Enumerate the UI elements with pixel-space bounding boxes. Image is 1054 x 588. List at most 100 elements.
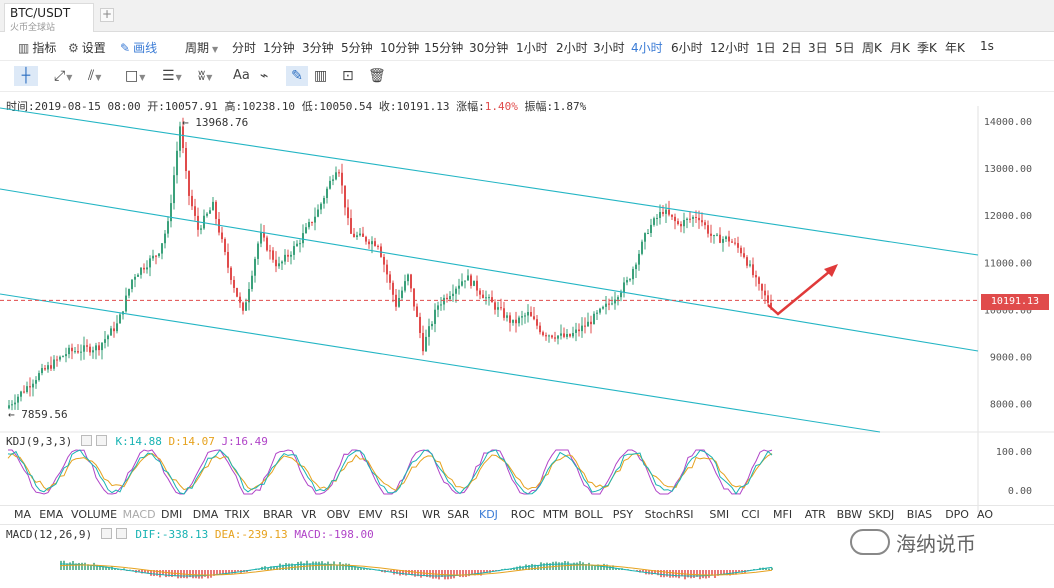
candle-body (350, 218, 352, 234)
macd-bar (378, 569, 380, 570)
indicator-brar[interactable]: BRAR (263, 508, 293, 521)
period-18[interactable]: 月K (890, 41, 910, 55)
macd-bar (123, 568, 125, 570)
lock-icon[interactable]: ⊡ (342, 68, 354, 84)
period-8[interactable]: 2小时 (556, 41, 588, 55)
add-tab-button[interactable]: + (100, 7, 114, 22)
period-7[interactable]: 1小时 (516, 41, 548, 55)
period-0[interactable]: 分时 (232, 41, 257, 55)
candle-body (386, 264, 388, 275)
period-6[interactable]: 30分钟 (469, 41, 509, 55)
period-20[interactable]: 年K (945, 41, 965, 55)
indicator-roc[interactable]: ROC (510, 508, 535, 521)
candle-body (353, 233, 355, 237)
indicator-dma[interactable]: DMA (192, 508, 219, 521)
settings-icon[interactable] (80, 435, 92, 446)
period-4[interactable]: 10分钟 (380, 41, 420, 55)
kdj-tick-label: 100.00 (996, 447, 1032, 458)
settings-icon[interactable] (100, 528, 112, 539)
wave-icon[interactable]: ʬ▼ (198, 68, 213, 84)
magnet-pen-icon[interactable]: ✎ (286, 66, 308, 86)
macd-bar (732, 570, 734, 575)
trash-icon[interactable]: 🗑 (368, 68, 386, 84)
candle-body (572, 332, 574, 337)
parallel-lines-icon[interactable]: ⫽▼ (88, 68, 102, 84)
indicator-cci[interactable]: CCI (741, 508, 760, 521)
macd-bar (675, 570, 677, 578)
macd-bar (342, 563, 344, 570)
indicator-trix[interactable]: TRIX (224, 508, 250, 521)
candle-body (266, 237, 268, 251)
bars-icon[interactable]: ▥ (314, 68, 328, 84)
period-10[interactable]: 4小时 (631, 41, 663, 55)
period-13[interactable]: 1日 (756, 41, 776, 55)
period-21[interactable]: 1s (980, 39, 994, 53)
period-dropdown[interactable]: 周期 ▼ (185, 41, 219, 55)
period-11[interactable]: 6小时 (671, 41, 703, 55)
period-5[interactable]: 15分钟 (424, 41, 464, 55)
candle-body (713, 235, 715, 237)
candle-body (131, 279, 133, 290)
period-19[interactable]: 季K (917, 41, 937, 55)
indicator-ema[interactable]: EMA (39, 508, 64, 521)
period-16[interactable]: 5日 (835, 41, 855, 55)
settings-button[interactable]: ⚙ 设置 (68, 41, 106, 55)
period-1[interactable]: 1分钟 (263, 41, 295, 55)
indicator-boll[interactable]: BOLL (574, 508, 603, 521)
indicator-dmi[interactable]: DMI (161, 508, 183, 521)
indicator-kdj[interactable]: KDJ (479, 508, 498, 521)
line-tool-icon[interactable]: ⤢▼ (54, 68, 73, 84)
indicator-smi[interactable]: SMI (709, 508, 730, 521)
macd-bar (726, 570, 728, 576)
indicator-atr[interactable]: ATR (804, 508, 826, 521)
candle-body (392, 282, 394, 295)
period-3[interactable]: 5分钟 (341, 41, 373, 55)
rectangle-icon[interactable]: □▼ (125, 68, 146, 84)
chart-canvas[interactable]: 14000.00 13000.00 12000.00 11000.00 10000.00… (0, 92, 1054, 588)
text-tool-button[interactable]: Aa (233, 68, 250, 83)
candle-body (299, 243, 301, 245)
period-14[interactable]: 2日 (782, 41, 802, 55)
indicator-dpo[interactable]: DPO (945, 508, 969, 521)
indicator-bias[interactable]: BIAS (906, 508, 933, 521)
indicator-emv[interactable]: EMV (358, 508, 383, 521)
macd-bar (93, 562, 95, 570)
candle-body (92, 350, 94, 353)
candle-body (590, 321, 592, 325)
crosshair-icon[interactable]: ┼ (14, 66, 38, 86)
macd-bar (150, 570, 152, 576)
period-17[interactable]: 周K (862, 41, 882, 55)
indicator-sar[interactable]: SAR (447, 508, 470, 521)
draw-button[interactable]: ✎ 画线 (120, 41, 158, 55)
indicator-stochrsi[interactable]: StochRSI (644, 508, 694, 521)
indicator-skdj[interactable]: SKDJ (868, 508, 895, 521)
indicator-ma[interactable]: MA (14, 508, 32, 521)
candle-body (542, 332, 544, 336)
close-icon[interactable] (115, 528, 127, 539)
indicator-wr[interactable]: WR (422, 508, 441, 521)
link-icon[interactable]: ⌁ (260, 68, 269, 84)
period-2[interactable]: 3分钟 (302, 41, 334, 55)
indicator-obv[interactable]: OBV (326, 508, 350, 521)
indicator-psy[interactable]: PSY (612, 508, 634, 521)
indicator-button[interactable]: ▥ 指标 (18, 41, 57, 55)
indicator-ao[interactable]: AO (977, 508, 993, 521)
period-15[interactable]: 3日 (808, 41, 828, 55)
indicator-rsi[interactable]: RSI (390, 508, 409, 521)
indicator-mfi[interactable]: MFI (773, 508, 793, 521)
candle-body (302, 233, 304, 244)
period-12[interactable]: 12小时 (710, 41, 750, 55)
period-9[interactable]: 3小时 (593, 41, 625, 55)
indicator-mtm[interactable]: MTM (542, 508, 569, 521)
candle-body (563, 333, 565, 337)
close-icon[interactable] (95, 435, 107, 446)
macd-bar (99, 566, 101, 570)
macd-bar (114, 568, 116, 570)
macd-bar (189, 570, 191, 578)
indicator-volume[interactable]: VOLUME (71, 508, 118, 521)
indicator-macd[interactable]: MACD (122, 508, 156, 521)
indicator-vr[interactable]: VR (301, 508, 317, 521)
tab-btc-usdt[interactable]: BTC/USDT 火币全球站 (4, 3, 94, 33)
fib-lines-icon[interactable]: ☰▼ (162, 68, 182, 84)
indicator-bbw[interactable]: BBW (836, 508, 863, 521)
